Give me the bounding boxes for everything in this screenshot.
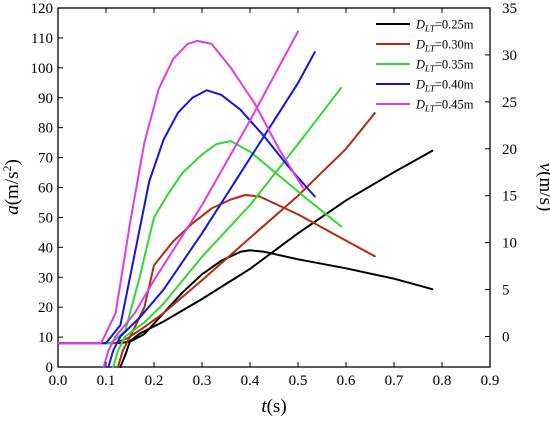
- x-tick-label: 0.9: [481, 373, 500, 389]
- y-left-tick-label: 70: [38, 151, 53, 167]
- legend-label-subscript: LT: [424, 64, 436, 74]
- velocity-line: [107, 51, 316, 368]
- y-left-axis-title-unit: (m/s: [2, 172, 23, 206]
- legend-label-symbol: D: [415, 78, 425, 92]
- velocity-line: [102, 30, 299, 368]
- legend-label: DLT=0.25m: [415, 18, 474, 34]
- legend-label-subscript: LT: [424, 24, 436, 34]
- legend-label-subscript: LT: [424, 84, 436, 94]
- x-tick-label: 0.2: [145, 373, 164, 389]
- y-left-axis-title-sup: 2: [0, 166, 14, 172]
- y-right-tick-label: 10: [502, 236, 517, 252]
- y-right-tick-label: 20: [502, 142, 517, 158]
- y-right-tick-label: 25: [502, 95, 517, 111]
- legend-label-value: =0.25m: [435, 18, 474, 32]
- y-left-tick-label: 30: [38, 270, 53, 286]
- y-right-axis-title-unit: (m/s): [535, 171, 550, 211]
- y-left-tick-label: 0: [46, 360, 54, 376]
- y-right-tick-label: 30: [502, 48, 517, 64]
- legend-label-value: =0.40m: [435, 78, 474, 92]
- x-tick-label: 0.4: [241, 373, 260, 389]
- legend: DLT=0.25mDLT=0.30mDLT=0.35mDLT=0.40mDLT=…: [376, 18, 474, 114]
- y-left-axis-title-symbol: a: [2, 205, 23, 215]
- velocity-line: [119, 149, 434, 368]
- x-tick-label: 0.8: [433, 373, 452, 389]
- x-tick-label: 0.6: [337, 373, 356, 389]
- y-right-tick-label: 35: [502, 1, 517, 17]
- y-right-tick-label: 15: [502, 189, 517, 205]
- legend-label-symbol: D: [415, 38, 425, 52]
- y-left-tick-label: 20: [38, 300, 53, 316]
- legend-label-value: =0.35m: [435, 58, 474, 72]
- y-left-axis-title-close: ): [2, 159, 23, 165]
- legend-label: DLT=0.40m: [415, 78, 474, 94]
- legend-label-symbol: D: [415, 58, 425, 72]
- series-layer: [57, 30, 434, 368]
- velocity-line: [112, 86, 343, 368]
- acceleration-line: [57, 140, 343, 345]
- velocity-line: [117, 112, 376, 368]
- x-axis-title-symbol: t: [261, 396, 267, 417]
- x-tick-label: 0.1: [97, 373, 116, 389]
- x-tick-label: 0.5: [289, 373, 308, 389]
- y-right-tick-label: 0: [502, 329, 510, 345]
- y-left-tick-label: 80: [38, 121, 53, 137]
- acceleration-line: [57, 249, 434, 345]
- legend-label-subscript: LT: [424, 104, 436, 114]
- axis-layer: 0.0 0.1 0.2 0.3 0.4 0.5 0.6 0.7 0.8 0.9 0 10 20 30 40 5…: [31, 1, 518, 389]
- y-right-axis-title-symbol: v: [535, 163, 550, 172]
- y-left-tick-label: 10: [38, 330, 53, 346]
- y-right-tick-label: 5: [502, 283, 510, 299]
- y-left-tick-label: 90: [38, 91, 53, 107]
- x-tick-label: 0.7: [385, 373, 404, 389]
- x-axis-title-unit: (s): [267, 396, 287, 417]
- acceleration-line: [57, 39, 304, 345]
- legend-label-value: =0.45m: [435, 98, 474, 112]
- x-tick-label: 0.0: [49, 373, 68, 389]
- y-left-tick-label: 40: [38, 240, 53, 256]
- y-left-tick-label: 110: [31, 31, 53, 47]
- y-left-tick-label: 50: [38, 210, 53, 226]
- legend-label-symbol: D: [415, 98, 425, 112]
- y-left-axis-title: a(m/s2): [0, 159, 23, 215]
- y-left-tick-label: 60: [38, 181, 53, 197]
- legend-label-subscript: LT: [424, 44, 436, 54]
- legend-label-symbol: D: [415, 18, 425, 32]
- y-right-axis-title: v(m/s): [535, 163, 550, 212]
- y-left-tick-label: 100: [31, 61, 54, 77]
- legend-label: DLT=0.35m: [415, 58, 474, 74]
- legend-label-value: =0.30m: [435, 38, 474, 52]
- x-tick-label: 0.3: [193, 373, 212, 389]
- x-axis-title: t(s): [261, 396, 286, 417]
- y-left-tick-label: 120: [31, 1, 54, 17]
- acceleration-line: [57, 194, 376, 345]
- acceleration-line: [57, 89, 316, 345]
- legend-label: DLT=0.45m: [415, 98, 474, 114]
- legend-label: DLT=0.30m: [415, 38, 474, 54]
